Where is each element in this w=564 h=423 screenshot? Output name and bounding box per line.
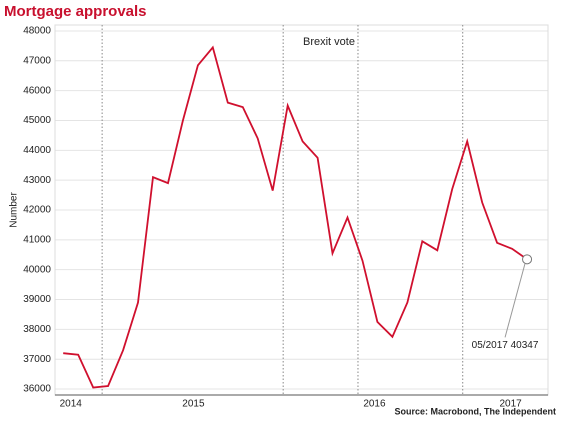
y-tick-label: 47000 — [23, 55, 51, 66]
x-tick-label: 2016 — [363, 399, 386, 410]
y-tick-label: 46000 — [23, 85, 51, 96]
y-tick-label: 45000 — [23, 115, 51, 126]
data-line — [63, 45, 528, 389]
annotation: Brexit vote — [303, 36, 355, 48]
x-tick-label: 2015 — [182, 399, 205, 410]
highlight-point — [522, 254, 533, 265]
annotation: 05/2017 40347 — [472, 340, 539, 351]
y-tick-label: 38000 — [23, 324, 51, 335]
y-tick-label: 40000 — [23, 264, 51, 275]
chart-title: Mortgage approvals — [4, 3, 147, 20]
y-tick-label: 37000 — [23, 354, 51, 365]
y-tick-label: 48000 — [23, 26, 51, 37]
y-tick-label: 41000 — [23, 234, 51, 245]
x-tick-label: 2017 — [499, 399, 522, 410]
y-tick-label: 39000 — [23, 294, 51, 305]
y-tick-label: 36000 — [23, 384, 51, 395]
x-tick-label: 2014 — [60, 399, 83, 410]
y-tick-label: 43000 — [23, 175, 51, 186]
y-tick-label: 42000 — [23, 205, 51, 216]
pointer — [504, 263, 526, 338]
y-axis-label: Number — [9, 192, 20, 228]
source: Source: Macrobond, The Independent — [394, 406, 556, 416]
y-tick-label: 44000 — [23, 145, 51, 156]
